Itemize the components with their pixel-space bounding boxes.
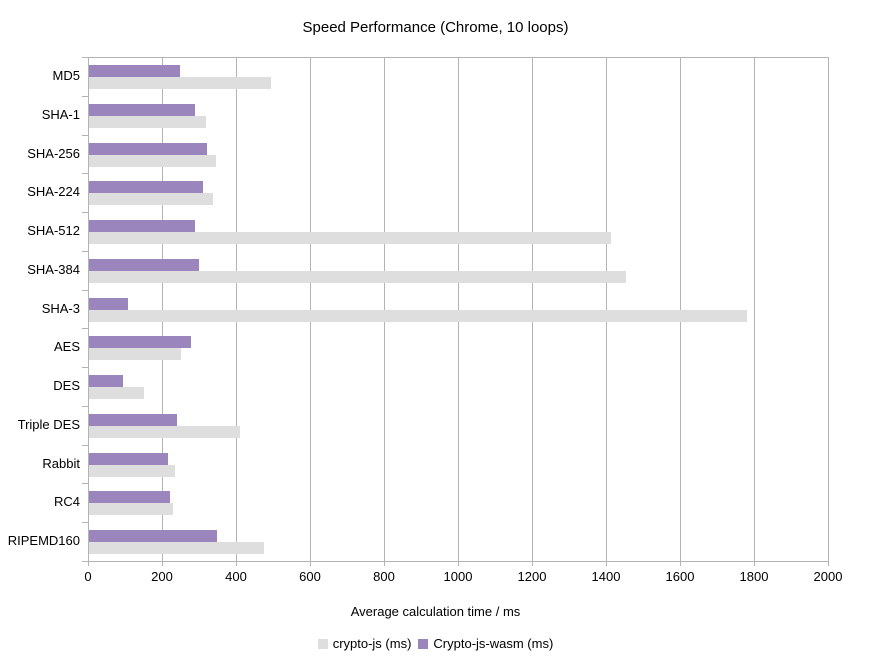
y-axis-label: SHA-512	[27, 223, 80, 239]
y-axis-tick	[82, 483, 88, 484]
y-axis-label: SHA-256	[27, 145, 80, 161]
y-axis-label: RC4	[53, 494, 80, 510]
x-axis-tick-label: 1600	[665, 569, 695, 584]
y-axis-tick	[82, 328, 88, 329]
x-axis-tick	[310, 561, 311, 566]
y-axis-line	[88, 57, 89, 561]
x-axis-tick-label: 1400	[591, 569, 621, 584]
x-axis-tick-label: 2000	[813, 569, 843, 584]
gridline	[680, 57, 681, 561]
gridline	[532, 57, 533, 561]
bar-crypto-js	[89, 426, 240, 438]
plot-area	[88, 57, 829, 561]
x-axis-tick-label: 1800	[739, 569, 769, 584]
bar-crypto-js	[89, 387, 144, 399]
gridline	[384, 57, 385, 561]
chart-title: Speed Performance (Chrome, 10 loops)	[302, 19, 569, 36]
y-axis-label: SHA-224	[27, 184, 80, 200]
y-axis-tick	[82, 96, 88, 97]
bar-crypto-js-wasm	[89, 453, 168, 465]
bar-crypto-js-wasm	[89, 65, 181, 77]
bar-crypto-js-wasm	[89, 414, 177, 426]
x-axis-tick	[458, 561, 459, 566]
bar-crypto-js	[89, 232, 612, 244]
gridline	[606, 57, 607, 561]
bar-crypto-js	[89, 310, 747, 322]
bar-crypto-js	[89, 193, 214, 205]
x-axis-tick-label: 600	[299, 569, 321, 584]
y-axis-tick	[82, 173, 88, 174]
x-axis-line	[88, 561, 828, 562]
gridline	[236, 57, 237, 561]
gridline	[828, 57, 829, 561]
y-axis-label: Rabbit	[42, 455, 80, 471]
y-axis-tick	[82, 57, 88, 58]
bar-crypto-js-wasm	[89, 530, 217, 542]
y-axis-label: MD5	[52, 68, 80, 83]
x-axis-tick	[88, 561, 89, 566]
x-axis-tick	[162, 561, 163, 566]
x-axis-tick-label: 200	[151, 569, 173, 584]
x-axis-title: Average calculation time / ms	[350, 604, 521, 619]
gridline	[310, 57, 311, 561]
gridline	[754, 57, 755, 561]
y-axis-label: AES	[53, 339, 80, 355]
y-axis-tick	[82, 561, 88, 562]
legend-swatch-crypto-js-wasm	[418, 638, 429, 649]
bar-crypto-js-wasm	[89, 104, 196, 116]
y-axis-label: RIPEMD160	[7, 533, 80, 549]
y-axis-label: DES	[53, 378, 80, 394]
x-axis-tick-label: 0	[84, 569, 92, 584]
y-axis-label: SHA-3	[41, 300, 80, 316]
bar-crypto-js-wasm	[89, 143, 208, 155]
x-axis-tick	[754, 561, 755, 566]
x-axis-tick	[236, 561, 237, 566]
legend-swatch-crypto-js	[317, 638, 328, 649]
x-axis-tick	[532, 561, 533, 566]
x-axis-tick-label: 1000	[443, 569, 473, 584]
bar-crypto-js	[89, 542, 264, 554]
bar-crypto-js-wasm	[89, 181, 204, 193]
bar-crypto-js-wasm	[89, 491, 170, 503]
bar-crypto-js	[89, 503, 173, 515]
x-axis-tick-label: 400	[225, 569, 247, 584]
x-axis-tick	[384, 561, 385, 566]
y-axis-tick	[82, 522, 88, 523]
y-axis-tick	[82, 367, 88, 368]
legend-item-crypto-js-wasm: Crypto-js-wasm (ms)	[418, 636, 553, 651]
legend: crypto-js (ms) Crypto-js-wasm (ms)	[0, 636, 871, 651]
legend-item-crypto-js: crypto-js (ms)	[317, 636, 412, 651]
legend-label-crypto-js: crypto-js (ms)	[332, 636, 412, 651]
x-axis-tick-label: 1200	[517, 569, 547, 584]
plot-border-top	[88, 57, 828, 58]
bar-crypto-js	[89, 155, 217, 167]
bar-crypto-js	[89, 465, 176, 477]
bar-crypto-js-wasm	[89, 220, 196, 232]
bar-crypto-js	[89, 116, 206, 128]
bar-crypto-js	[89, 348, 182, 360]
y-axis-tick	[82, 251, 88, 252]
bar-crypto-js	[89, 77, 272, 89]
y-axis-label: SHA-1	[41, 106, 80, 122]
bar-crypto-js-wasm	[89, 298, 128, 310]
y-axis-tick	[82, 135, 88, 136]
bar-crypto-js-wasm	[89, 336, 192, 348]
legend-label-crypto-js-wasm: Crypto-js-wasm (ms)	[433, 636, 554, 651]
y-axis-tick	[82, 406, 88, 407]
gridline	[458, 57, 459, 561]
y-axis-tick	[82, 212, 88, 213]
y-axis-tick	[82, 290, 88, 291]
y-axis-label: Triple DES	[17, 416, 80, 432]
x-axis-tick-label: 800	[373, 569, 395, 584]
x-axis-tick	[828, 561, 829, 566]
bar-crypto-js	[89, 271, 627, 283]
y-axis-label: SHA-384	[27, 261, 80, 277]
bar-crypto-js-wasm	[89, 259, 200, 271]
gridline	[162, 57, 163, 561]
x-axis-tick	[680, 561, 681, 566]
bar-crypto-js-wasm	[89, 375, 124, 387]
y-axis-tick	[82, 445, 88, 446]
x-axis-tick	[606, 561, 607, 566]
